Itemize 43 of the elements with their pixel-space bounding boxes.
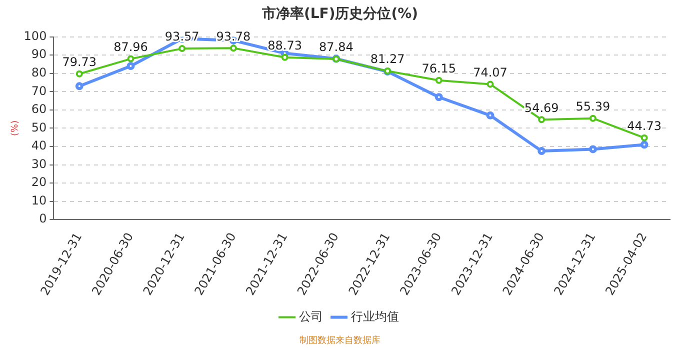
point [486,80,494,88]
point [589,114,596,122]
y-tick-label: 0 [39,212,47,226]
chart-title: 市净率(LF)历史分位(%) [260,5,418,22]
point [281,54,288,61]
data-label: 76.15 [422,62,456,76]
y-tick-label: 80 [31,65,47,80]
point [127,55,134,62]
point [538,147,546,156]
point [538,116,546,124]
legend-label: 行业均值 [351,309,399,324]
point [640,134,648,142]
point [230,44,237,52]
y-tick-label: 30 [31,156,47,171]
data-label: 55.39 [576,99,610,114]
y-tick-label: 40 [31,138,47,153]
y-tick-label: 20 [31,175,47,190]
point [76,70,83,78]
point [126,62,135,70]
point [435,76,442,84]
data-label: 44.73 [627,118,662,133]
y-tick-label: 60 [31,102,47,116]
data-label: 81.27 [370,52,405,66]
point [640,140,648,149]
point [434,93,443,102]
data-label: 54.69 [524,100,559,115]
point [178,45,186,52]
y-tick-label: 70 [31,84,47,98]
text: 制图数据来自数据库 [300,334,380,346]
point [486,111,494,120]
data-label: 87.96 [114,40,148,54]
y-tick-label: 50 [31,120,47,134]
y-tick-label: 100 [24,28,47,43]
point [588,145,597,154]
y-tick-label: 10 [31,193,47,208]
point [75,82,84,90]
y-tick-label: 90 [31,47,47,62]
y-axis-title: (%) [10,120,21,136]
legend-label: 公司 [299,309,323,324]
data-label: 88.73 [268,38,302,53]
data-label: 87.84 [318,40,354,54]
data-label: 79.73 [62,54,97,69]
data-label: 74.07 [473,65,508,80]
